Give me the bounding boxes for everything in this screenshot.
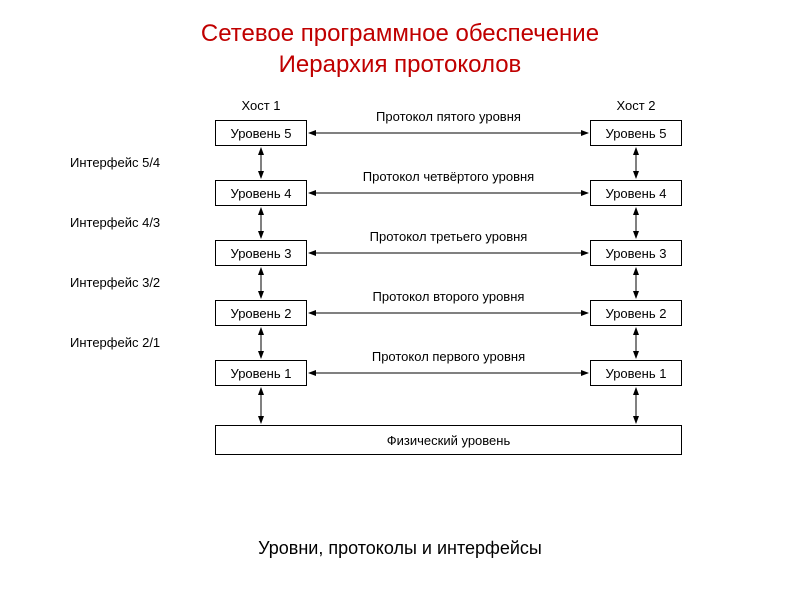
host1-level-1: Уровень 1 [215,360,307,386]
host2-level-3: Уровень 3 [590,240,682,266]
host1-level-5: Уровень 5 [215,120,307,146]
physical-layer: Физический уровень [215,425,682,455]
interface-label-2-1: Интерфейс 2/1 [70,335,200,350]
interface-label-3-2: Интерфейс 3/2 [70,275,200,290]
page-title: Сетевое программное обеспечение Иерархия… [0,0,800,80]
caption: Уровни, протоколы и интерфейсы [0,538,800,559]
protocol-label-4: Протокол четвёртого уровня [307,169,590,184]
host1-level-3: Уровень 3 [215,240,307,266]
protocol-label-5: Протокол пятого уровня [307,109,590,124]
host2-level-5: Уровень 5 [590,120,682,146]
interface-label-5-4: Интерфейс 5/4 [70,155,200,170]
title-line1: Сетевое программное обеспечение [0,18,800,49]
host2-level-4: Уровень 4 [590,180,682,206]
host1-label: Хост 1 [215,98,307,113]
host1-level-4: Уровень 4 [215,180,307,206]
host2-level-1: Уровень 1 [590,360,682,386]
protocol-label-1: Протокол первого уровня [307,349,590,364]
host2-label: Хост 2 [590,98,682,113]
title-line2: Иерархия протоколов [0,49,800,80]
host1-level-2: Уровень 2 [215,300,307,326]
interface-label-4-3: Интерфейс 4/3 [70,215,200,230]
protocol-hierarchy-diagram: Хост 1Хост 2Уровень 5Уровень 5Протокол п… [0,90,800,530]
host2-level-2: Уровень 2 [590,300,682,326]
protocol-label-2: Протокол второго уровня [307,289,590,304]
protocol-label-3: Протокол третьего уровня [307,229,590,244]
